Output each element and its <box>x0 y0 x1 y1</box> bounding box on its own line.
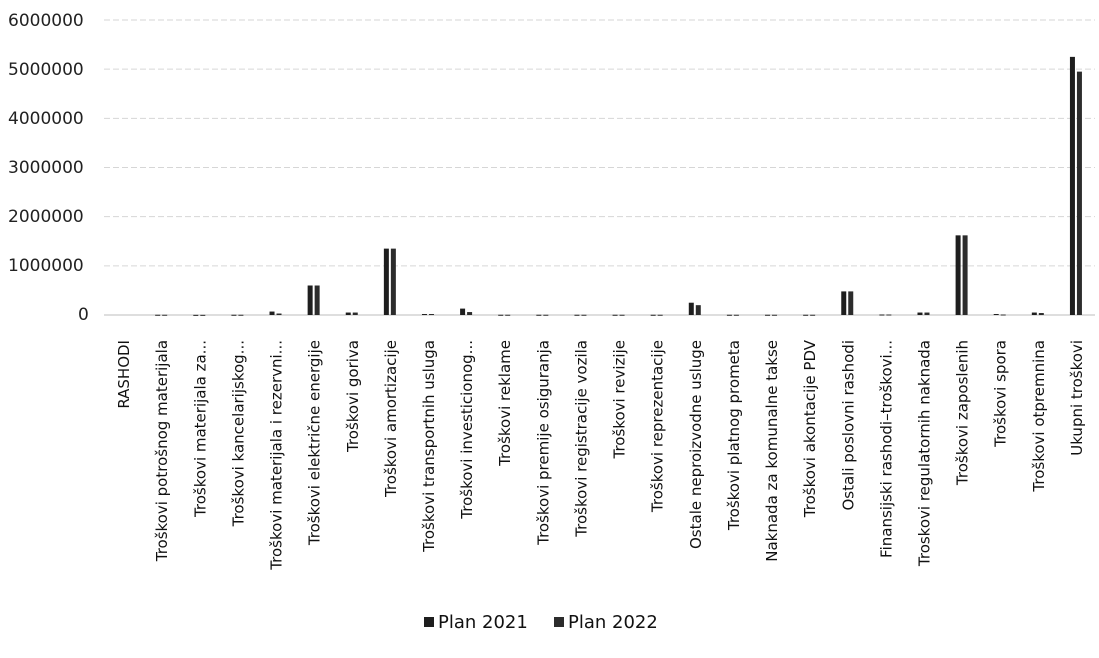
x-tick-label: Ostale neproizvodne usluge <box>687 340 705 549</box>
y-axis: 6000000 5000000 4000000 3000000 2000000 … <box>8 11 89 325</box>
y-tick-label: 5000000 <box>8 60 84 80</box>
bar-plan-2021 <box>307 285 313 315</box>
bar-plan-2021 <box>765 314 771 316</box>
bar-plan-2022 <box>200 314 206 316</box>
bar-plan-2021 <box>574 314 580 316</box>
x-tick-label: Ostali poslovni rashodi <box>839 340 857 511</box>
x-tick-label: Troškovi električne energije <box>306 340 324 546</box>
bar-plan-2021 <box>269 311 275 315</box>
x-tick-label: Troškovi registracije vozila <box>572 340 590 538</box>
legend-label-plan-2021: Plan 2021 <box>438 612 528 633</box>
y-tick-label: 3000000 <box>8 158 84 178</box>
x-tick-label: Troškovi otpremnina <box>1030 340 1048 493</box>
bar-plan-2021 <box>917 312 923 315</box>
bar-plan-2021 <box>155 314 161 316</box>
bar-plan-2022 <box>390 248 396 315</box>
bar-plan-2022 <box>505 314 511 316</box>
x-tick-label: Troškovi zaposlenih <box>954 340 972 486</box>
bar-plan-2021 <box>383 248 389 315</box>
bar-plan-2022 <box>1076 71 1082 315</box>
bar-plan-2022 <box>467 312 473 315</box>
bar-plan-2022 <box>924 312 930 315</box>
legend: Plan 2021 Plan 2022 <box>424 612 658 633</box>
x-tick-label: Troškovi potrošnog materijala <box>153 340 171 562</box>
bars <box>155 56 1082 316</box>
y-tick-label: 6000000 <box>8 11 84 31</box>
bar-plan-2022 <box>733 314 739 316</box>
bar-plan-2021 <box>421 314 427 316</box>
x-tick-label: Troškovi materijala za... <box>191 340 209 518</box>
bar-plan-2022 <box>1000 314 1006 316</box>
gridlines <box>104 19 1095 316</box>
bar-plan-2021 <box>955 235 961 315</box>
legend-swatch-plan-2022 <box>554 617 564 627</box>
x-tick-label: Troškovi spora <box>992 340 1010 448</box>
x-tick-label: Troškovi goriva <box>344 340 362 453</box>
x-tick-label: Naknada za komunalne takse <box>763 340 781 562</box>
y-tick-label: 0 <box>78 305 89 325</box>
x-tick-label: Troškovi materijala i rezervni... <box>268 340 286 571</box>
y-tick-label: 4000000 <box>8 109 84 129</box>
x-tick-label: Finansijski rashodi–troškovi... <box>877 340 895 558</box>
bar-plan-2021 <box>1031 312 1037 315</box>
bar-plan-2022 <box>886 314 892 316</box>
bar-plan-2021 <box>726 314 732 316</box>
y-tick-label: 2000000 <box>8 207 84 227</box>
bar-plan-2022 <box>581 314 587 316</box>
bar-plan-2021 <box>460 308 466 315</box>
bar-plan-2021 <box>498 314 504 316</box>
y-tick-label: 1000000 <box>8 256 84 276</box>
bar-plan-2021 <box>993 314 999 316</box>
bar-plan-2022 <box>695 305 701 315</box>
x-tick-label: Troskovi regulatornih naknada <box>915 340 933 567</box>
bar-plan-2022 <box>428 314 434 316</box>
bar-plan-2022 <box>276 313 282 315</box>
bar-plan-2021 <box>879 314 885 316</box>
bar-plan-2021 <box>650 314 656 316</box>
x-tick-label: RASHODI <box>115 340 133 409</box>
bar-plan-2021 <box>193 314 199 316</box>
bar-plan-2022 <box>772 314 778 316</box>
bar-plan-2022 <box>352 312 358 315</box>
bar-plan-2022 <box>543 314 549 316</box>
bar-plan-2021 <box>1069 56 1075 315</box>
bar-plan-2022 <box>657 314 663 316</box>
bar-plan-2021 <box>536 314 542 316</box>
bar-plan-2022 <box>162 314 168 316</box>
bar-plan-2022 <box>238 314 244 316</box>
bar-plan-2022 <box>314 285 320 315</box>
x-tick-label: Troškovi transportnih usluga <box>420 340 438 553</box>
x-tick-label: Troškovi investicionog... <box>458 340 476 520</box>
bar-plan-2021 <box>612 314 618 316</box>
bar-plan-2021 <box>231 314 237 316</box>
bar-plan-2022 <box>962 235 968 315</box>
x-tick-label: Ukupni troškovi <box>1068 340 1086 456</box>
x-tick-label: Troškovi revizije <box>611 340 629 459</box>
bar-plan-2021 <box>803 314 809 316</box>
x-tick-label: Troškovi reprezentacije <box>649 340 667 513</box>
x-tick-label: Troškovi reklame <box>496 340 514 467</box>
x-tick-label: Troškovi platnog prometa <box>725 340 743 531</box>
bar-plan-2021 <box>688 302 694 315</box>
x-tick-label: Troškovi premije osiguranja <box>534 340 552 546</box>
legend-swatch-plan-2021 <box>424 617 434 627</box>
bar-plan-2022 <box>619 314 625 316</box>
legend-label-plan-2022: Plan 2022 <box>568 612 658 633</box>
bar-plan-2021 <box>345 312 351 315</box>
bar-plan-2022 <box>1038 313 1044 315</box>
x-tick-label: Troškovi kancelarijskog... <box>229 340 247 527</box>
x-tick-label: Troškovi amortizacije <box>382 340 400 498</box>
x-axis-labels: RASHODI Troškovi potrošnog materijala Troš… <box>115 339 1086 571</box>
bar-plan-2022 <box>810 314 816 316</box>
bar-plan-2022 <box>848 291 854 315</box>
x-tick-label: Troškovi akontacije PDV <box>801 339 819 518</box>
bar-plan-2021 <box>841 291 847 315</box>
